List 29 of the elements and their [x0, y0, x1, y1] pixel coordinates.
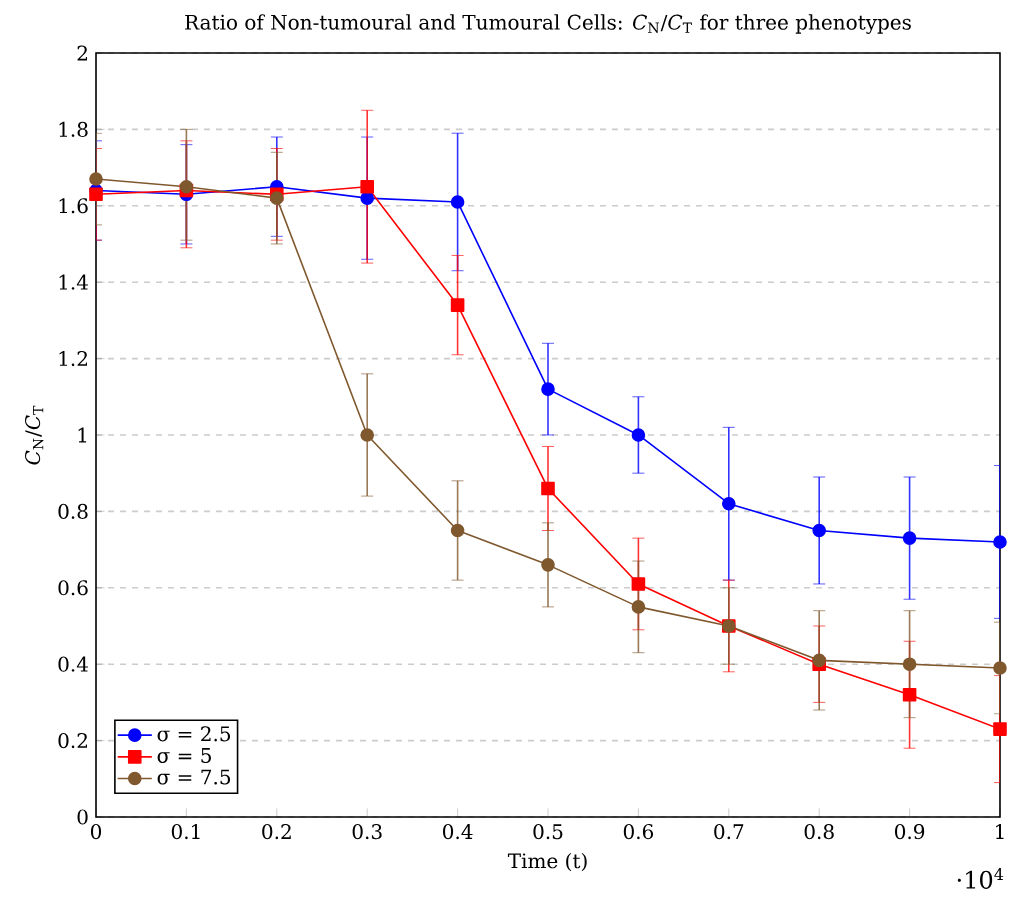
- x-tick-label: 0.4: [443, 824, 473, 840]
- x-tick-label: 0.6: [623, 824, 654, 840]
- y-tick-label: 1.4: [59, 274, 88, 290]
- x-tick-label: 0: [90, 824, 102, 840]
- text: ·10$^{4}$: [957, 868, 1004, 889]
- x-tick-label: 0.3: [352, 824, 382, 840]
- legend-label: σ = 2.5: [157, 726, 231, 742]
- x-tick-label: 0.8: [804, 824, 834, 840]
- x-tick-label: 0.1: [171, 824, 200, 840]
- x-tick-label: 0.9: [895, 824, 925, 840]
- y-tick-label: 1: [78, 427, 87, 443]
- y-tick-label: 1.2: [59, 351, 87, 367]
- y-tick-label: 0.8: [58, 503, 88, 519]
- y-tick-label: 2: [77, 45, 87, 61]
- x-tick-label: 0.7: [714, 824, 744, 840]
- x-tick-label: 1: [996, 824, 1004, 839]
- x-tick-label: 0.2: [262, 824, 291, 840]
- chart-title: Ratio of Non-tumoural and Tumoural Cells: C$_{N}$/C$_{T}$ for three phenotypes: [185, 14, 911, 34]
- y-tick-label: 0.4: [58, 656, 88, 672]
- y-tick-label: 0.2: [58, 733, 87, 749]
- y-tick-label: 1.6: [59, 198, 88, 214]
- legend-label: σ = 5: [157, 748, 211, 763]
- legend-label: σ = 7.5: [157, 769, 231, 785]
- x-tick-label: 0.5: [533, 824, 563, 840]
- x-axis-title: Time (t): [507, 852, 587, 872]
- y-tick-label: 1.8: [59, 121, 88, 137]
- y-tick-label: 0.6: [58, 580, 88, 596]
- y-axis-title: C$_{N}$/C$_{T}$: [25, 405, 44, 465]
- y-tick-label: 0: [77, 809, 88, 825]
